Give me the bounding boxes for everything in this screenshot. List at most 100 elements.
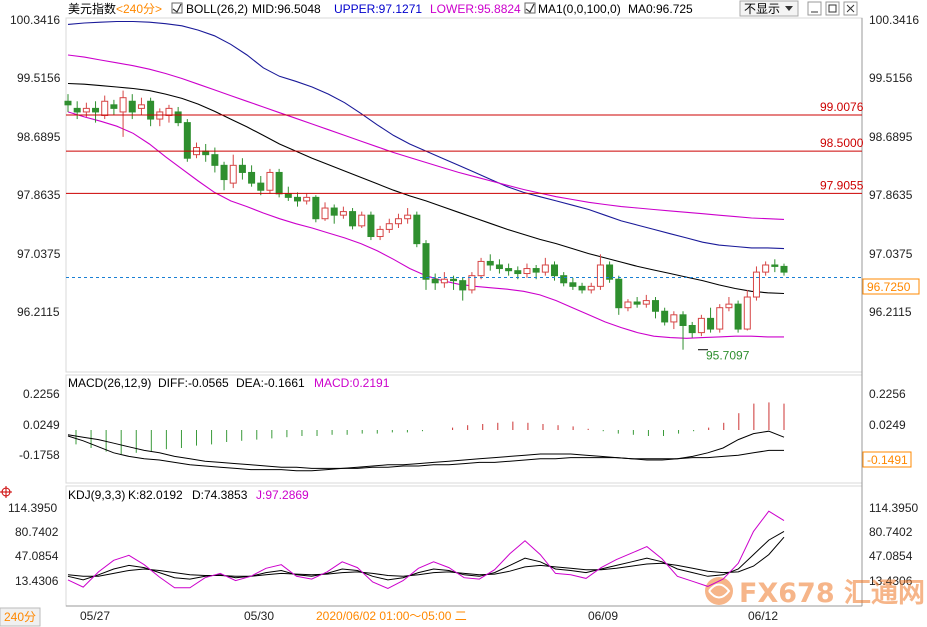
price-levels: 99.0076 98.5000 97.9055 95.7097 <box>66 100 864 363</box>
candle <box>330 207 338 216</box>
price-tick-right: 100.3416 <box>869 13 919 27</box>
kdj-d-label: D:74.3853 <box>192 488 248 502</box>
macd-right-tag: -0.1491 <box>862 451 912 468</box>
candle <box>642 300 650 305</box>
price-tick-right: 97.0375 <box>869 247 913 261</box>
macd-line-dea <box>67 434 784 469</box>
candle <box>716 307 724 330</box>
candle <box>349 211 357 227</box>
candle <box>780 265 788 273</box>
time-label: 05/27 <box>80 609 110 623</box>
upper-label: UPPER:97.1271 <box>334 2 422 16</box>
boll-checkbox-icon[interactable] <box>171 2 183 14</box>
hide-dropdown[interactable]: 不显示 <box>739 0 799 17</box>
candle <box>743 296 751 330</box>
ma-value-label: MA0:96.725 <box>628 2 693 16</box>
price-tick-left: 96.2115 <box>17 305 60 319</box>
candle <box>587 285 595 291</box>
price-tick-right: 99.5156 <box>869 71 913 85</box>
candle <box>367 214 375 238</box>
candle <box>486 260 494 266</box>
lower-label: LOWER:95.8824 <box>430 2 521 16</box>
kdj-plot <box>67 510 785 590</box>
candle <box>651 300 659 312</box>
price-tick-right: 96.2115 <box>869 305 912 319</box>
candle <box>505 268 513 272</box>
macd-value-label: MACD:0.2191 <box>314 376 390 390</box>
kdj-tick-left: 80.7402 <box>15 525 59 539</box>
candle <box>670 314 678 323</box>
kdj-title: KDJ(9,3,3) <box>68 488 125 502</box>
candle <box>385 223 393 230</box>
low-annotation: 95.7097 <box>706 349 750 363</box>
price-axis-left: 100.3416 99.5156 98.6895 97.8635 97.0375… <box>10 13 61 319</box>
chevron-down-icon <box>785 6 793 11</box>
macd-right-tag-text: -0.1491 <box>867 453 908 467</box>
candle <box>147 100 155 120</box>
period-button[interactable]: 240分 <box>0 607 41 627</box>
ma-label: MA1(0,0,100,0) <box>538 2 621 16</box>
candle <box>156 111 164 120</box>
price-tick-right: 97.8635 <box>869 188 913 202</box>
price-level-label: 99.0076 <box>820 100 864 114</box>
boll-label: BOLL(26,2) <box>186 2 248 16</box>
price-tick-left: 99.5156 <box>17 71 61 85</box>
candle <box>174 111 182 124</box>
candle <box>468 275 476 291</box>
candle <box>606 264 614 280</box>
macd-line-diff <box>67 430 785 472</box>
period-label: <240分> <box>116 2 162 16</box>
kdj-tick-right: 80.7402 <box>869 525 913 539</box>
watermark-text: FX678 汇通网 <box>739 578 925 609</box>
candle <box>119 97 127 113</box>
symbol-label: 美元指数 <box>68 1 116 16</box>
candle <box>771 264 779 267</box>
crosshair-icon[interactable] <box>0 486 12 498</box>
mid-label: MID:96.5048 <box>252 2 321 16</box>
macd-diff-label: DIFF:-0.0565 <box>158 376 229 390</box>
candle <box>303 196 311 202</box>
period-button-label: 240分 <box>4 610 36 624</box>
candle <box>624 301 632 309</box>
kdj-k-label: K:82.0192 <box>128 488 183 502</box>
candle <box>321 207 329 220</box>
time-label: 05/30 <box>244 609 274 623</box>
candle <box>495 264 503 270</box>
kdj-tick-left: 114.3950 <box>8 501 57 515</box>
candle <box>523 268 531 275</box>
candle <box>422 243 430 280</box>
candle <box>404 214 412 220</box>
window-controls <box>807 1 858 16</box>
series-line-lower <box>67 54 785 220</box>
ma-checkbox-icon[interactable] <box>524 2 536 14</box>
candle <box>413 214 421 245</box>
restore-button[interactable] <box>825 1 840 16</box>
price-tick-left: 97.8635 <box>17 188 61 202</box>
kdj-tick-left: 47.0854 <box>15 549 59 563</box>
candle <box>661 310 669 323</box>
candle <box>339 211 347 216</box>
macd-plot <box>67 402 785 472</box>
kdj-tick-left: 13.4306 <box>15 574 59 588</box>
candle <box>394 218 402 225</box>
price-level-label: 98.5000 <box>820 136 864 150</box>
price-tick-left: 97.0375 <box>17 247 61 261</box>
ma-check-mark-icon <box>525 3 535 13</box>
time-label: 06/12 <box>748 609 778 623</box>
candle <box>560 275 568 284</box>
close-icon <box>846 4 855 13</box>
candle <box>266 171 274 191</box>
macd-tick-right: 0.2256 <box>869 387 906 401</box>
hide-dropdown-label: 不显示 <box>744 2 780 16</box>
candle <box>110 104 118 109</box>
minimize-button[interactable] <box>807 1 822 16</box>
restore-icon <box>828 4 837 13</box>
price-axis-right: 100.3416 99.5156 98.6895 97.8635 97.0375… <box>869 13 919 319</box>
kdj-tick-right: 13.4306 <box>869 574 913 588</box>
time-label: 06/09 <box>588 609 618 623</box>
price-tick-left: 100.3416 <box>10 13 60 27</box>
candle <box>358 214 366 227</box>
candle <box>752 271 760 298</box>
candle <box>450 278 458 282</box>
candle <box>688 324 696 334</box>
